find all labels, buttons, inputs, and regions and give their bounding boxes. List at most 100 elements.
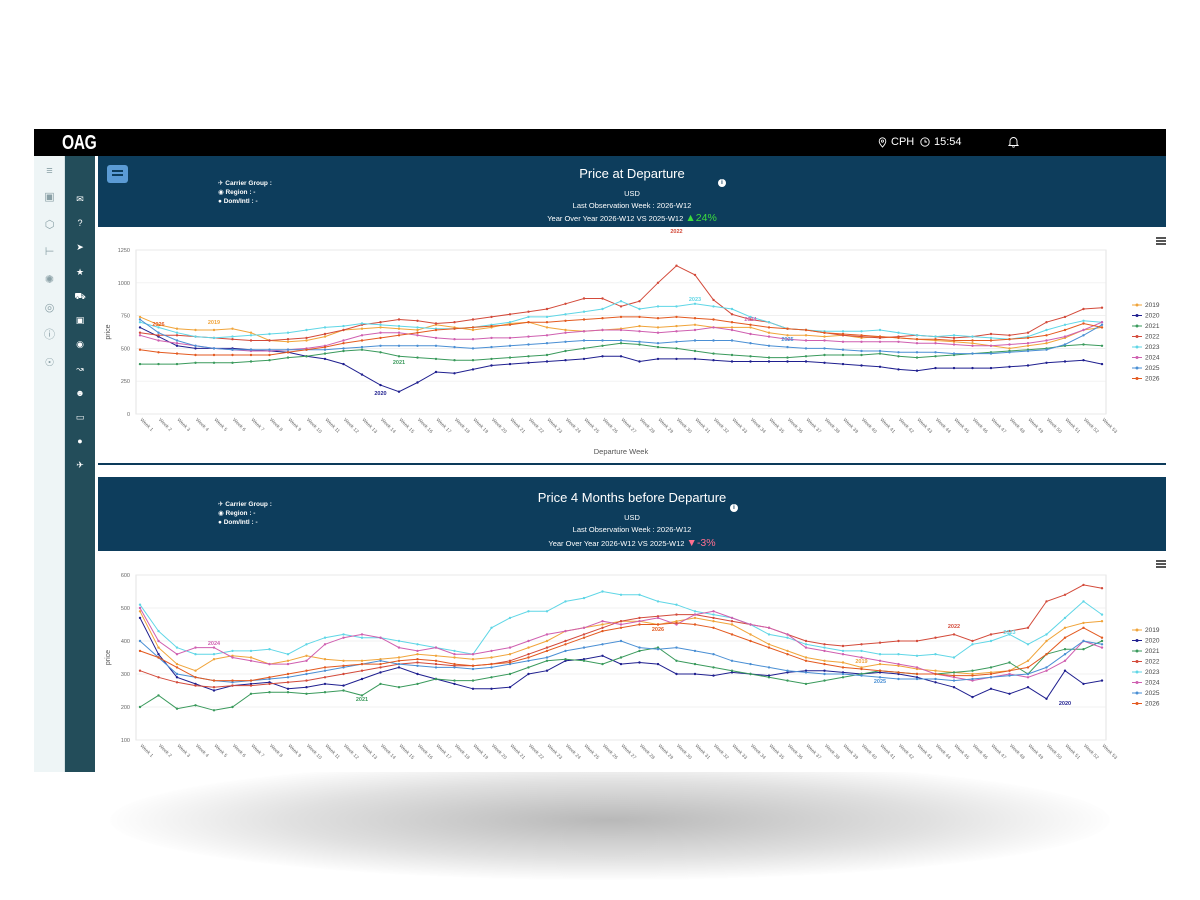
data-point-2024 <box>915 342 919 345</box>
data-point-2022 <box>342 672 345 676</box>
data-point-2019 <box>434 654 438 657</box>
dashboard-icon[interactable]: ▣ <box>44 191 55 203</box>
data-point-2019 <box>878 662 882 666</box>
data-point-2026 <box>749 639 752 643</box>
data-point-2024 <box>1063 335 1067 338</box>
y-tick-label: 0 <box>127 412 130 418</box>
user-circle-icon[interactable]: ◎ <box>44 302 55 314</box>
dom-intl-label: Dom/Intl : - <box>223 519 258 526</box>
data-point-2023 <box>1045 633 1048 636</box>
data-point-2024 <box>416 649 419 653</box>
data-point-2026 <box>934 672 937 676</box>
data-point-2019 <box>841 661 845 664</box>
legend-marker <box>1135 303 1139 307</box>
compass-icon[interactable]: ◉ <box>76 339 84 349</box>
data-point-2026 <box>1008 338 1011 341</box>
star-icon[interactable]: ★ <box>75 267 85 277</box>
data-point-2025 <box>767 344 771 347</box>
data-point-2023 <box>1045 328 1048 332</box>
line-chart-icon[interactable]: ↝ <box>76 364 84 374</box>
data-point-2020 <box>878 671 882 674</box>
info-icon[interactable]: i <box>730 504 738 512</box>
info-icon[interactable]: i <box>718 179 726 187</box>
legend-item-2025: 2025 <box>1145 690 1160 697</box>
cube-icon[interactable]: ⬡ <box>44 219 55 231</box>
x-tick-label: Week 24 <box>564 743 582 761</box>
send-icon[interactable]: ➤ <box>76 242 84 252</box>
data-point-2025 <box>212 347 216 350</box>
data-point-2025 <box>971 677 974 681</box>
data-point-2023 <box>323 636 327 639</box>
data-point-2022 <box>268 682 271 686</box>
hierarchy-icon[interactable]: ⊢ <box>44 246 55 258</box>
lightbulb-icon[interactable]: ☉ <box>44 357 55 369</box>
y-axis-label: price <box>105 324 112 339</box>
data-point-2025 <box>915 351 919 354</box>
location-code: CPH <box>891 136 915 148</box>
legend-marker <box>1135 345 1139 349</box>
data-point-2019 <box>360 327 364 330</box>
data-point-2024 <box>1045 339 1048 342</box>
legend-item-2026: 2026 <box>1145 376 1160 383</box>
notifications-button[interactable] <box>1007 135 1020 153</box>
data-point-2022 <box>508 659 512 662</box>
data-point-2024 <box>490 649 493 653</box>
data-point-2025 <box>397 662 401 666</box>
plane-icon[interactable]: ✈ <box>76 460 84 470</box>
data-point-2022 <box>545 307 549 311</box>
data-point-2019 <box>804 656 808 659</box>
data-point-2024 <box>675 330 678 333</box>
data-point-2025 <box>897 677 900 681</box>
monitor-icon[interactable]: ▭ <box>75 412 85 422</box>
chart-export-menu-button[interactable] <box>1156 237 1166 245</box>
primary-sidebar: ≡ ▣ ⬡ ⊢ ✺ ◎ ⓘ ☉ <box>34 156 65 772</box>
data-point-2022 <box>841 644 845 648</box>
location-indicator[interactable]: CPH <box>878 136 914 148</box>
data-point-2023 <box>712 613 715 616</box>
data-point-2024 <box>212 646 216 649</box>
data-point-2023 <box>416 643 419 646</box>
data-point-2025 <box>1082 334 1085 337</box>
users-icon[interactable]: ☻ <box>75 388 85 398</box>
question-icon[interactable]: ? <box>77 218 83 228</box>
mail-icon[interactable]: ✉ <box>76 194 84 204</box>
data-point-2021 <box>1100 344 1104 347</box>
help-circle-icon[interactable]: ⓘ <box>44 329 55 341</box>
data-point-2026 <box>897 671 900 674</box>
data-point-2025 <box>1008 351 1011 354</box>
x-tick-label: Week 4 <box>194 743 210 759</box>
card-menu-button[interactable] <box>107 165 128 183</box>
data-point-2020 <box>934 681 937 684</box>
data-point-2025 <box>1026 349 1030 353</box>
data-point-2025 <box>416 664 419 667</box>
data-point-2021 <box>952 671 956 674</box>
series-annotation: 2023 <box>1003 630 1015 636</box>
data-point-2023 <box>212 336 216 340</box>
data-point-2026 <box>1026 666 1030 669</box>
data-point-2020 <box>971 695 974 699</box>
legend-marker <box>1135 660 1139 663</box>
briefcase-icon[interactable]: ▣ <box>75 315 85 325</box>
data-point-2020 <box>1100 362 1104 366</box>
network-icon[interactable]: ✺ <box>44 274 55 286</box>
x-tick-label: Week 47 <box>990 743 1008 761</box>
data-point-2025 <box>1082 639 1085 643</box>
data-point-2023 <box>157 629 160 633</box>
data-point-2024 <box>564 331 567 334</box>
data-point-2026 <box>342 664 345 667</box>
series-annotation: 2025 <box>874 679 886 685</box>
data-point-2021 <box>860 353 863 357</box>
data-point-2020 <box>490 364 493 367</box>
cart-icon[interactable]: ⛟ <box>74 291 86 301</box>
x-tick-label: Week 51 <box>1064 743 1082 761</box>
oag-logo[interactable]: OAG <box>62 132 97 154</box>
data-point-2020 <box>989 366 993 370</box>
collapse-menu-icon[interactable]: ≡ <box>46 165 53 177</box>
pin-icon[interactable]: ● <box>77 436 83 446</box>
data-point-2019 <box>138 610 142 613</box>
data-point-2020 <box>971 366 974 370</box>
data-point-2021 <box>434 677 438 681</box>
chart-export-menu-button[interactable] <box>1156 560 1166 568</box>
data-point-2021 <box>582 659 586 662</box>
data-point-2024 <box>397 331 401 334</box>
